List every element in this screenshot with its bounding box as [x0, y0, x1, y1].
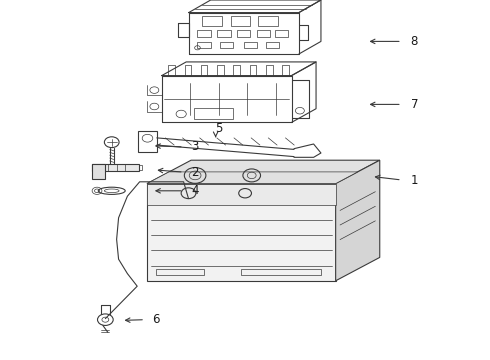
Bar — [244, 41, 257, 48]
Text: 4: 4 — [191, 184, 198, 197]
Bar — [92, 164, 139, 171]
Bar — [197, 30, 211, 37]
Bar — [156, 269, 204, 275]
Bar — [197, 41, 211, 48]
Bar — [139, 165, 143, 170]
Text: 7: 7 — [411, 98, 418, 111]
Bar — [237, 30, 250, 37]
Text: 6: 6 — [152, 313, 159, 326]
Bar — [266, 41, 279, 48]
Bar — [220, 41, 233, 48]
Bar — [202, 16, 222, 26]
Bar — [147, 184, 336, 205]
Bar — [274, 30, 288, 37]
Text: 8: 8 — [411, 35, 418, 48]
Text: 5: 5 — [216, 122, 223, 135]
Polygon shape — [336, 160, 380, 281]
Bar — [194, 108, 233, 119]
Bar — [147, 184, 336, 281]
Bar — [231, 16, 250, 26]
Bar — [258, 16, 278, 26]
Text: 3: 3 — [191, 140, 198, 153]
Bar — [138, 131, 157, 152]
Bar — [92, 164, 105, 179]
Text: 1: 1 — [411, 174, 418, 186]
Polygon shape — [147, 160, 380, 184]
Text: 2: 2 — [191, 166, 198, 179]
Bar — [218, 30, 231, 37]
Bar — [257, 30, 270, 37]
Polygon shape — [147, 172, 358, 184]
Bar — [241, 269, 320, 275]
